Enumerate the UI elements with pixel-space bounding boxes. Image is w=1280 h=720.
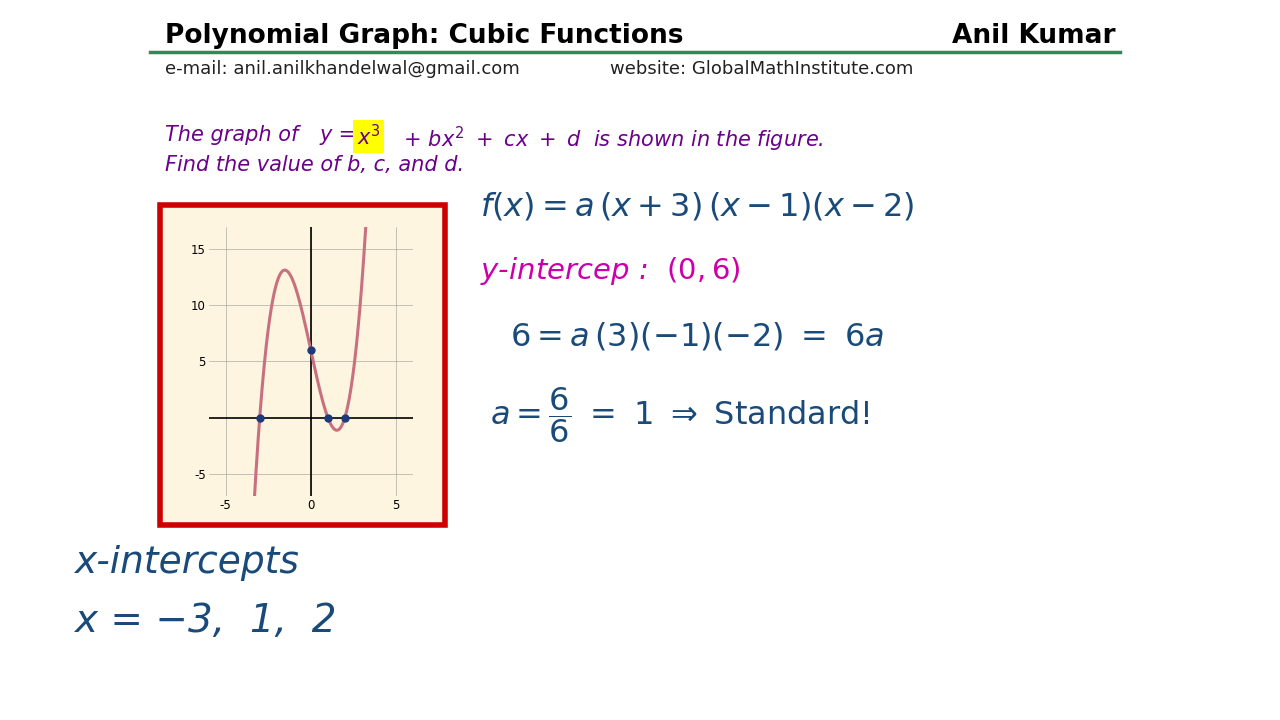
Text: x = −3,  1,  2: x = −3, 1, 2: [76, 602, 337, 640]
Text: Find the value of b, c, and d.: Find the value of b, c, and d.: [165, 155, 465, 175]
Text: Polynomial Graph: Cubic Functions: Polynomial Graph: Cubic Functions: [165, 23, 684, 49]
Text: $f(x) = a\,(x+3)\,(x-1)(x-2)$: $f(x) = a\,(x+3)\,(x-1)(x-2)$: [480, 190, 914, 222]
Text: website: GlobalMathInstitute.com: website: GlobalMathInstitute.com: [611, 60, 914, 78]
Text: The graph of: The graph of: [165, 125, 305, 145]
Text: =: =: [332, 125, 362, 145]
Text: e-mail: anil.anilkhandelwal@gmail.com: e-mail: anil.anilkhandelwal@gmail.com: [165, 60, 520, 78]
Text: x-intercepts: x-intercepts: [76, 545, 300, 581]
Text: y: y: [320, 125, 333, 145]
FancyBboxPatch shape: [160, 205, 445, 525]
Text: $y$-intercep :  $(0, 6)$: $y$-intercep : $(0, 6)$: [480, 255, 741, 287]
Text: $+\ bx^2\ +\ cx\ +\ d$  is shown in the figure.: $+\ bx^2\ +\ cx\ +\ d$ is shown in the f…: [397, 125, 824, 154]
Text: $6 = a\,(3)(-1)(-2)\ =\ 6a$: $6 = a\,(3)(-1)(-2)\ =\ 6a$: [509, 320, 884, 352]
Text: $x^3$: $x^3$: [357, 124, 381, 149]
Text: $a = \dfrac{6}{6}\ =\ 1\ \Rightarrow\ \mathrm{Standard!}$: $a = \dfrac{6}{6}\ =\ 1\ \Rightarrow\ \m…: [490, 385, 870, 445]
Text: Anil Kumar: Anil Kumar: [951, 23, 1115, 49]
